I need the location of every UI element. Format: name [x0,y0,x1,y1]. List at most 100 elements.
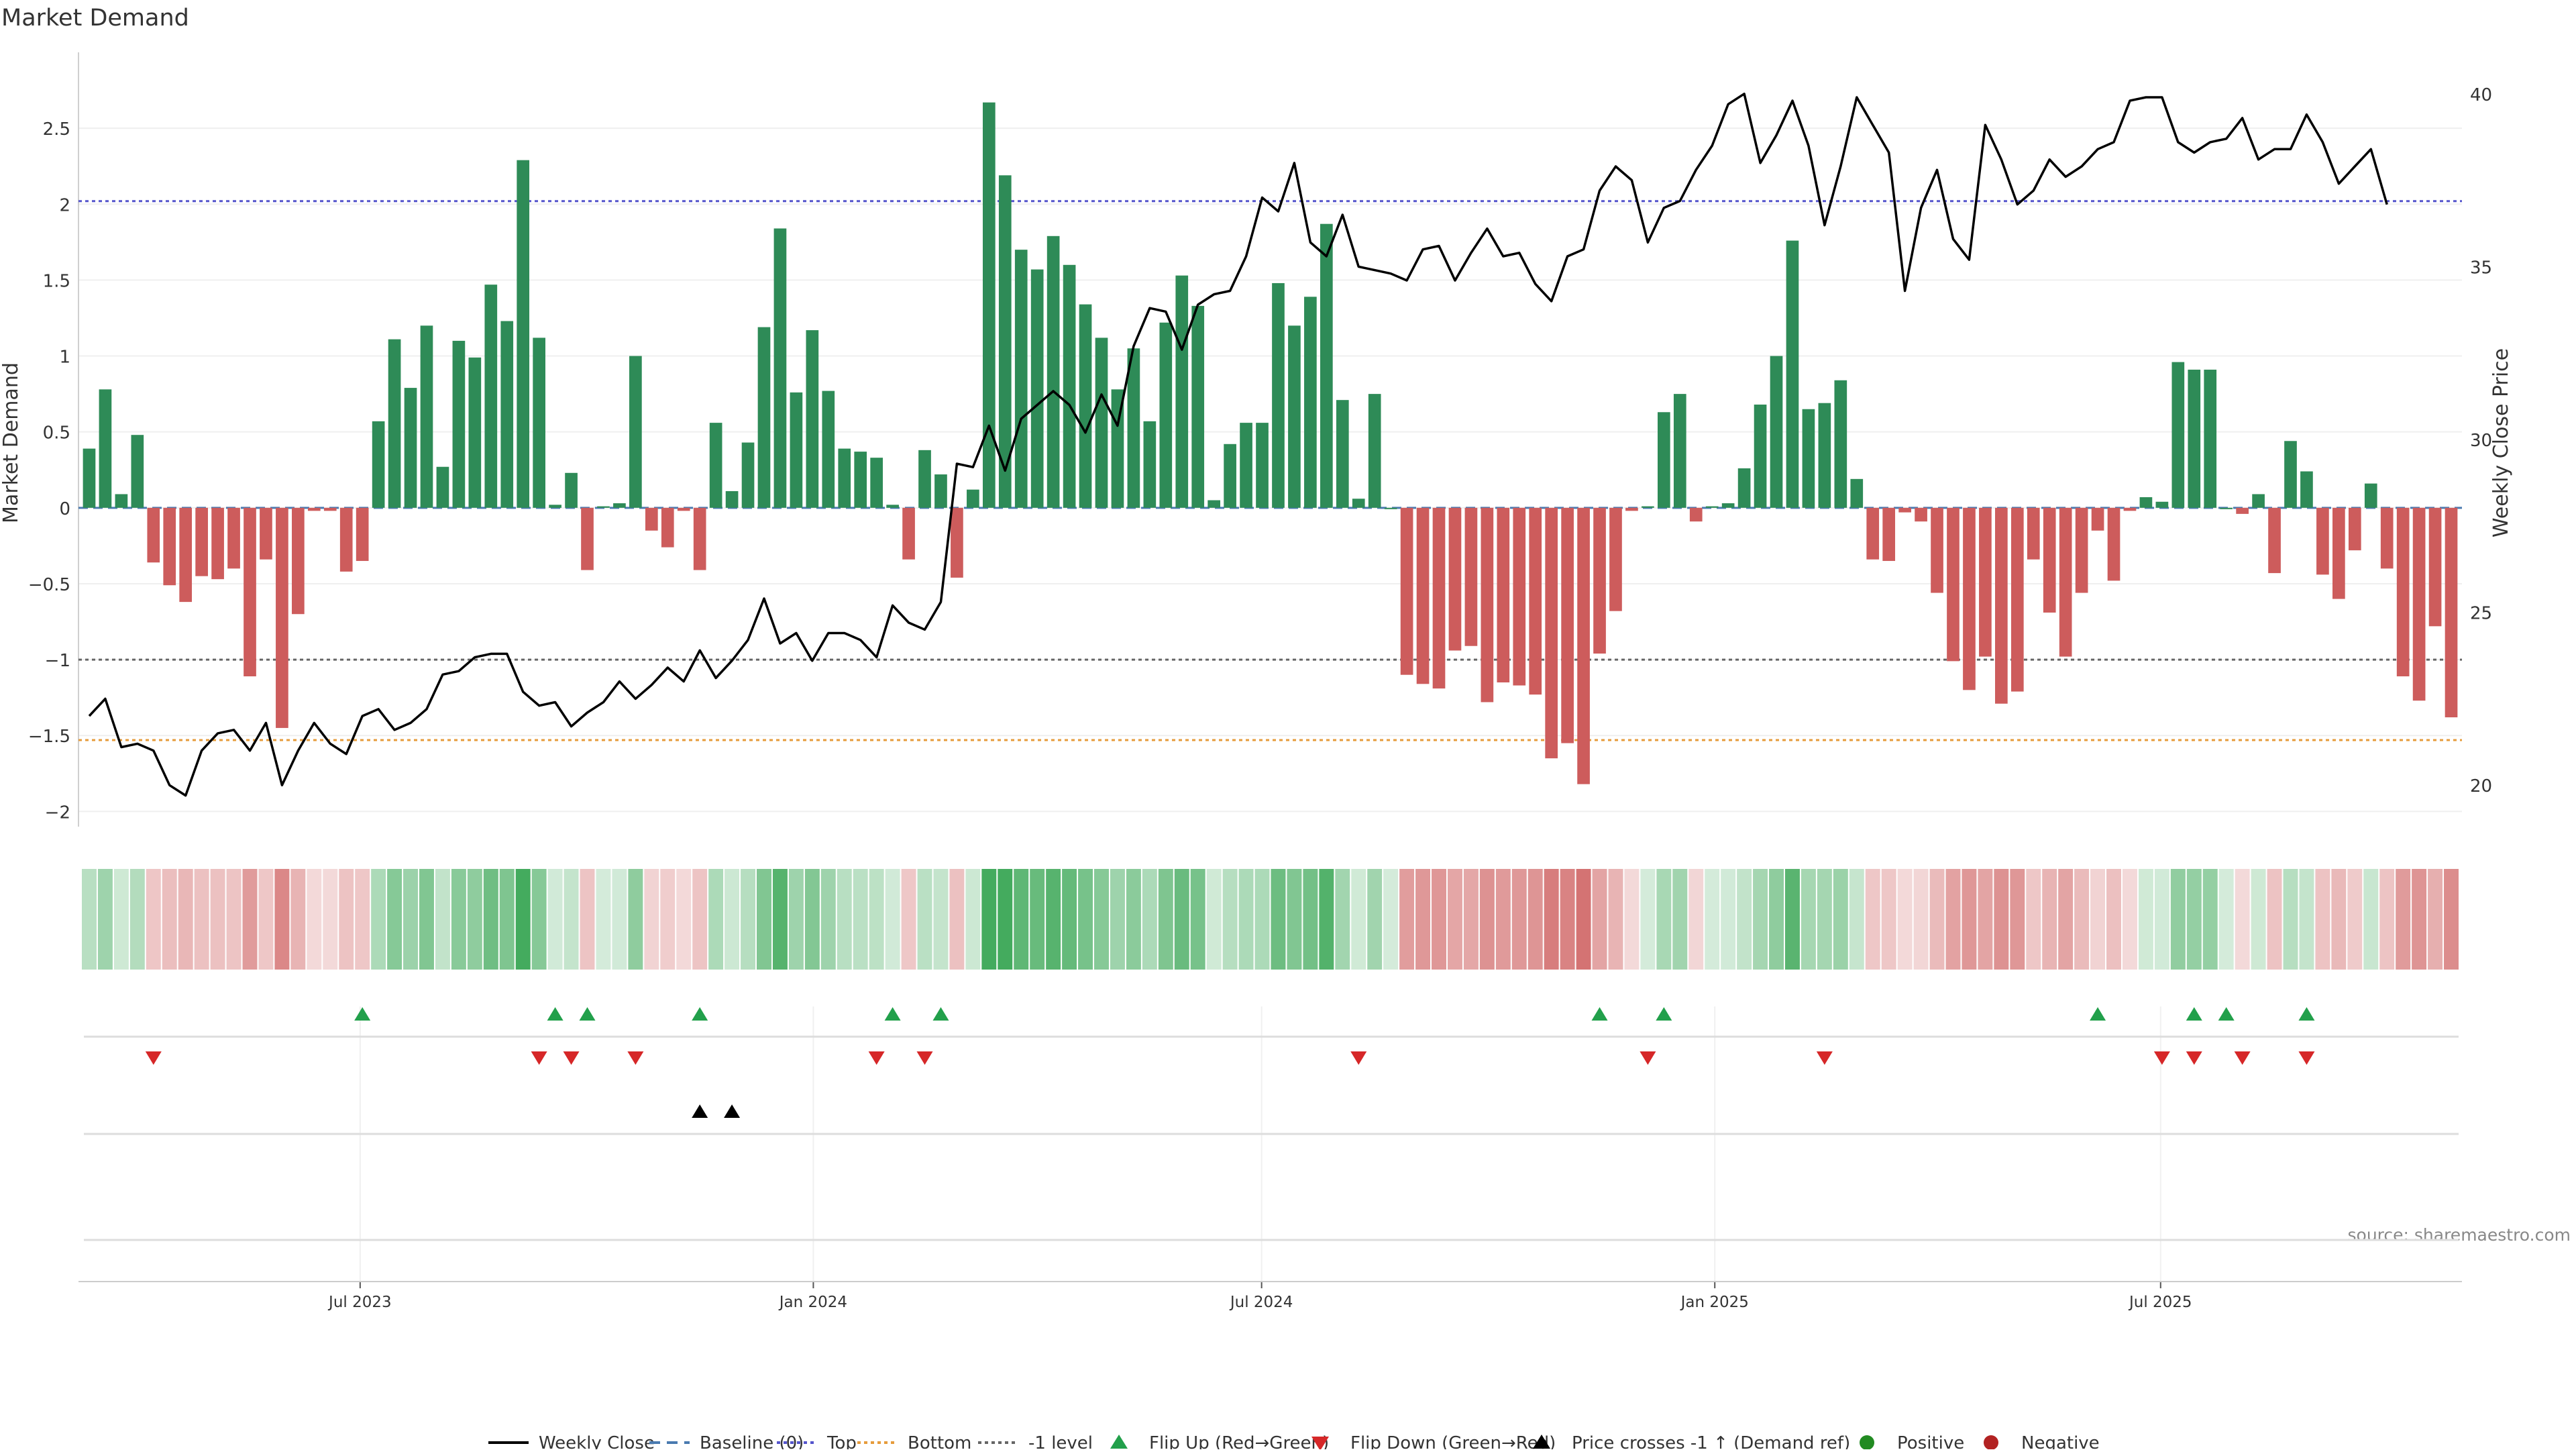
heat-cell [2010,869,2025,970]
demand-bar [1689,507,1703,522]
heat-cell [2283,869,2298,970]
demand-bar [1818,403,1831,508]
heat-cell [660,869,676,970]
demand-bar [1834,380,1847,508]
heat-strip [82,869,2459,970]
heat-cell [1769,869,1784,970]
demand-bar [2059,507,2072,657]
heat-cell [355,869,370,970]
legend-swatch [1311,1437,1329,1451]
heat-cell [1094,869,1109,970]
heat-cell [1110,869,1125,970]
demand-bar [292,507,305,615]
legend-label: Top [826,1433,857,1449]
legend-item-bottom: Bottom [857,1433,971,1452]
demand-bar [1625,507,1638,511]
legend-item-price-cross: Price crosses -1 ↑ (Demand ref) [1533,1433,1850,1452]
heat-cell [258,869,274,970]
heat-cell [1688,869,1704,970]
demand-bar [886,505,899,508]
heat-cell [901,869,916,970]
heat-cell [274,869,290,970]
legend-label: Bottom [908,1433,971,1449]
heat-cell [483,869,498,970]
y-tick-label: 0 [59,499,70,519]
flip-up-marker [692,1007,708,1021]
legend-item-weekly-close: Weekly Close [488,1433,655,1452]
demand-bar [2091,507,2104,531]
heat-cell [580,869,595,970]
demand-bar [773,228,787,508]
demand-bar [741,442,755,508]
heat-cell [387,869,402,970]
flip-up-marker [932,1007,949,1021]
demand-bar [1014,250,1028,508]
demand-bar [2027,507,2040,560]
heat-cell [129,869,145,970]
demand-bar [1497,507,1510,683]
heat-cell [933,869,949,970]
demand-bar [2428,507,2442,627]
demand-bar [1593,507,1606,654]
demand-bar [693,507,706,570]
legend-label: Baseline (0) [700,1433,804,1449]
flip-up-marker [547,1007,564,1021]
demand-bar [1545,507,1558,759]
heat-cell [2154,869,2169,970]
heat-cell [869,869,884,970]
heat-cell [547,869,563,970]
heat-cell [1544,869,1559,970]
demand-bar [2412,507,2426,701]
y-tick-label: 1.5 [43,271,70,291]
demand-bar [597,506,610,508]
demand-bar [1786,240,1799,508]
heat-cell [1335,869,1350,970]
heat-cell [820,869,836,970]
heat-cell [1929,869,1945,970]
heat-cell [1062,869,1077,970]
heat-cell [1962,869,1977,970]
demand-bar [902,507,915,560]
heat-cell [1913,869,1929,970]
demand-bar [806,330,819,508]
y2-tick-label: 20 [2470,776,2492,796]
heat-cell [1351,869,1366,970]
heat-cell [1142,869,1157,970]
x-tick-label: Jan 2024 [778,1294,847,1311]
heat-cell [1206,869,1222,970]
heat-cell [2074,869,2090,970]
heat-cell [1640,869,1656,970]
flip-down-marker [2153,1051,2170,1065]
y-tick-label: −1.5 [28,727,70,747]
heat-cell [2331,869,2347,970]
demand-bar [1979,507,1992,657]
flip-up-marker [1591,1007,1608,1021]
demand-bar [1963,507,1976,690]
demand-bar [404,388,417,508]
y-tick-label: 2.5 [43,119,70,140]
flip-down-marker [563,1051,580,1065]
flip-down-marker [627,1051,644,1065]
heat-cell [2138,869,2153,970]
heat-cell [1238,869,1254,970]
heat-cell [1447,869,1462,970]
heat-cell [724,869,740,970]
demand-bar [1609,507,1622,611]
demand-bar [533,338,545,508]
heat-cell [97,869,113,970]
heat-cell [1319,869,1334,970]
demand-bar [307,507,321,511]
flip-down-marker [1640,1051,1656,1065]
heat-cell [1608,869,1623,970]
legend-item-minus-one: -1 level [978,1433,1093,1452]
heat-cell [692,869,708,970]
demand-bar [2252,494,2265,508]
demand-bar [500,321,514,508]
demand-bar [1995,507,2008,704]
heat-cell [451,869,466,970]
heat-cell [998,869,1013,970]
heat-cell [1479,869,1495,970]
heat-cell [210,869,225,970]
heat-cell [1833,869,1848,970]
flip-down-marker [2298,1051,2315,1065]
